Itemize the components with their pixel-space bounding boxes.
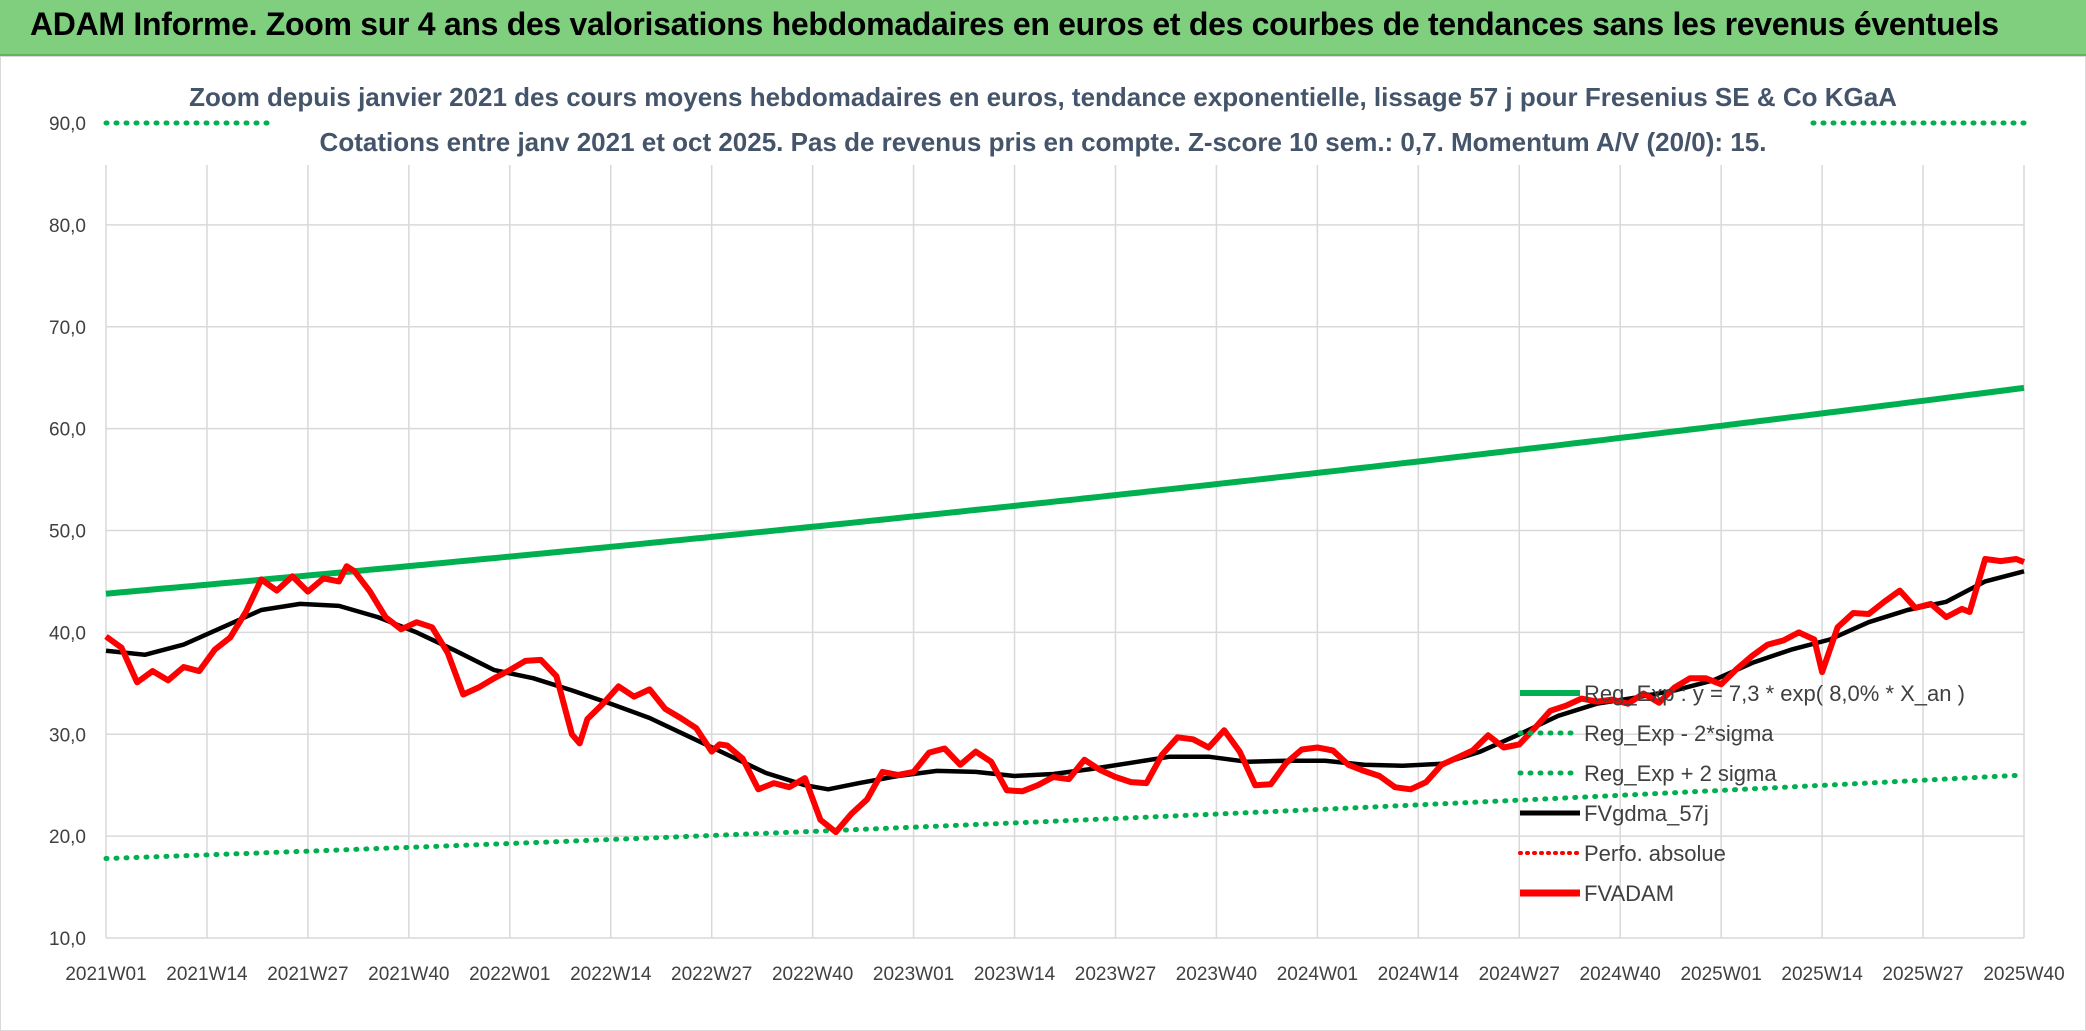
y-tick-label: 20,0 [49,827,86,848]
x-tick-label: 2024W27 [1479,964,1560,985]
y-tick-label: 10,0 [49,929,86,950]
legend-label: Reg_Exp - 2*sigma [1584,721,1774,746]
x-tick-label: 2022W14 [570,964,652,985]
x-axis-ticks: 2021W01 2021W14 2021W27 2021W40 2022W01 2022W… [65,964,2064,985]
series-layer [103,120,2027,861]
legend-label: Perfo. absolue [1584,841,1726,866]
x-tick-label: 2023W14 [974,964,1056,985]
chart-title: Zoom depuis janvier 2021 des cours moyen… [189,82,1897,112]
legend: Reg_Exp : y = 7,3 * exp( 8,0% * X_an ) Re… [1517,681,1965,906]
y-tick-label: 80,0 [49,216,86,237]
legend-label: FVgdma_57j [1584,801,1709,826]
x-tick-label: 2022W27 [671,964,752,985]
x-tick-label: 2022W01 [469,964,550,985]
x-tick-label: 2021W14 [166,964,248,985]
series-fvadam [104,556,2026,836]
x-tick-label: 2023W40 [1176,964,1257,985]
chart-frame [0,56,2086,1031]
legend-label: Reg_Exp + 2 sigma [1584,761,1777,786]
series-reg-exp [105,384,2025,597]
x-tick-label: 2025W27 [1882,964,1963,985]
y-axis-ticks: 10,0 20,0 30,0 40,0 50,0 60,0 70,0 80,0 90,0 [49,114,86,950]
banner: ADAM Informe. Zoom sur 4 ans des valoris… [0,0,2086,56]
series-reg-exp-minus-2sigma [103,772,2027,861]
x-tick-label: 2021W01 [65,964,146,985]
x-tick-label: 2023W01 [873,964,954,985]
y-tick-label: 40,0 [49,623,86,644]
series-fvgdma-57j [105,569,2025,792]
x-tick-label: 2025W40 [1983,964,2064,985]
banner-title: ADAM Informe. Zoom sur 4 ans des valoris… [30,6,1999,42]
legend-label: Reg_Exp : y = 7,3 * exp( 8,0% * X_an ) [1584,681,1965,706]
y-tick-label: 70,0 [49,318,86,339]
x-tick-label: 2021W27 [267,964,348,985]
y-tick-label: 50,0 [49,522,86,543]
x-tick-label: 2022W40 [772,964,853,985]
y-tick-label: 90,0 [49,114,86,135]
grid [105,165,2025,939]
chart-subtitle: Cotations entre janv 2021 et oct 2025. P… [320,127,1767,157]
x-tick-label: 2025W14 [1781,964,1863,985]
legend-label: FVADAM [1584,881,1674,906]
y-tick-label: 60,0 [49,420,86,441]
x-tick-label: 2024W14 [1378,964,1460,985]
x-tick-label: 2024W40 [1580,964,1661,985]
x-tick-label: 2024W01 [1277,964,1358,985]
x-tick-label: 2023W27 [1075,964,1156,985]
x-tick-label: 2025W01 [1680,964,1761,985]
y-tick-label: 30,0 [49,725,86,746]
x-tick-label: 2021W40 [368,964,449,985]
